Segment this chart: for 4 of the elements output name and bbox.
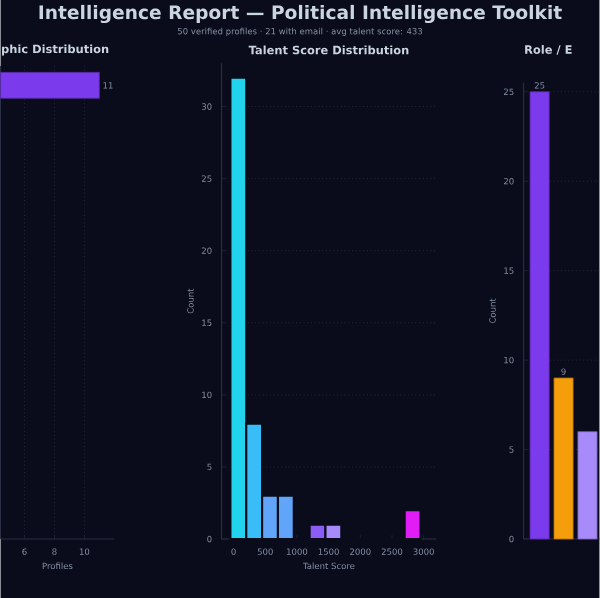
bar bbox=[553, 377, 574, 539]
bar bbox=[529, 90, 550, 539]
bar bbox=[577, 430, 598, 539]
text: Intelligence Report — Political Intelligence Toolkit bbox=[39, 4, 562, 23]
